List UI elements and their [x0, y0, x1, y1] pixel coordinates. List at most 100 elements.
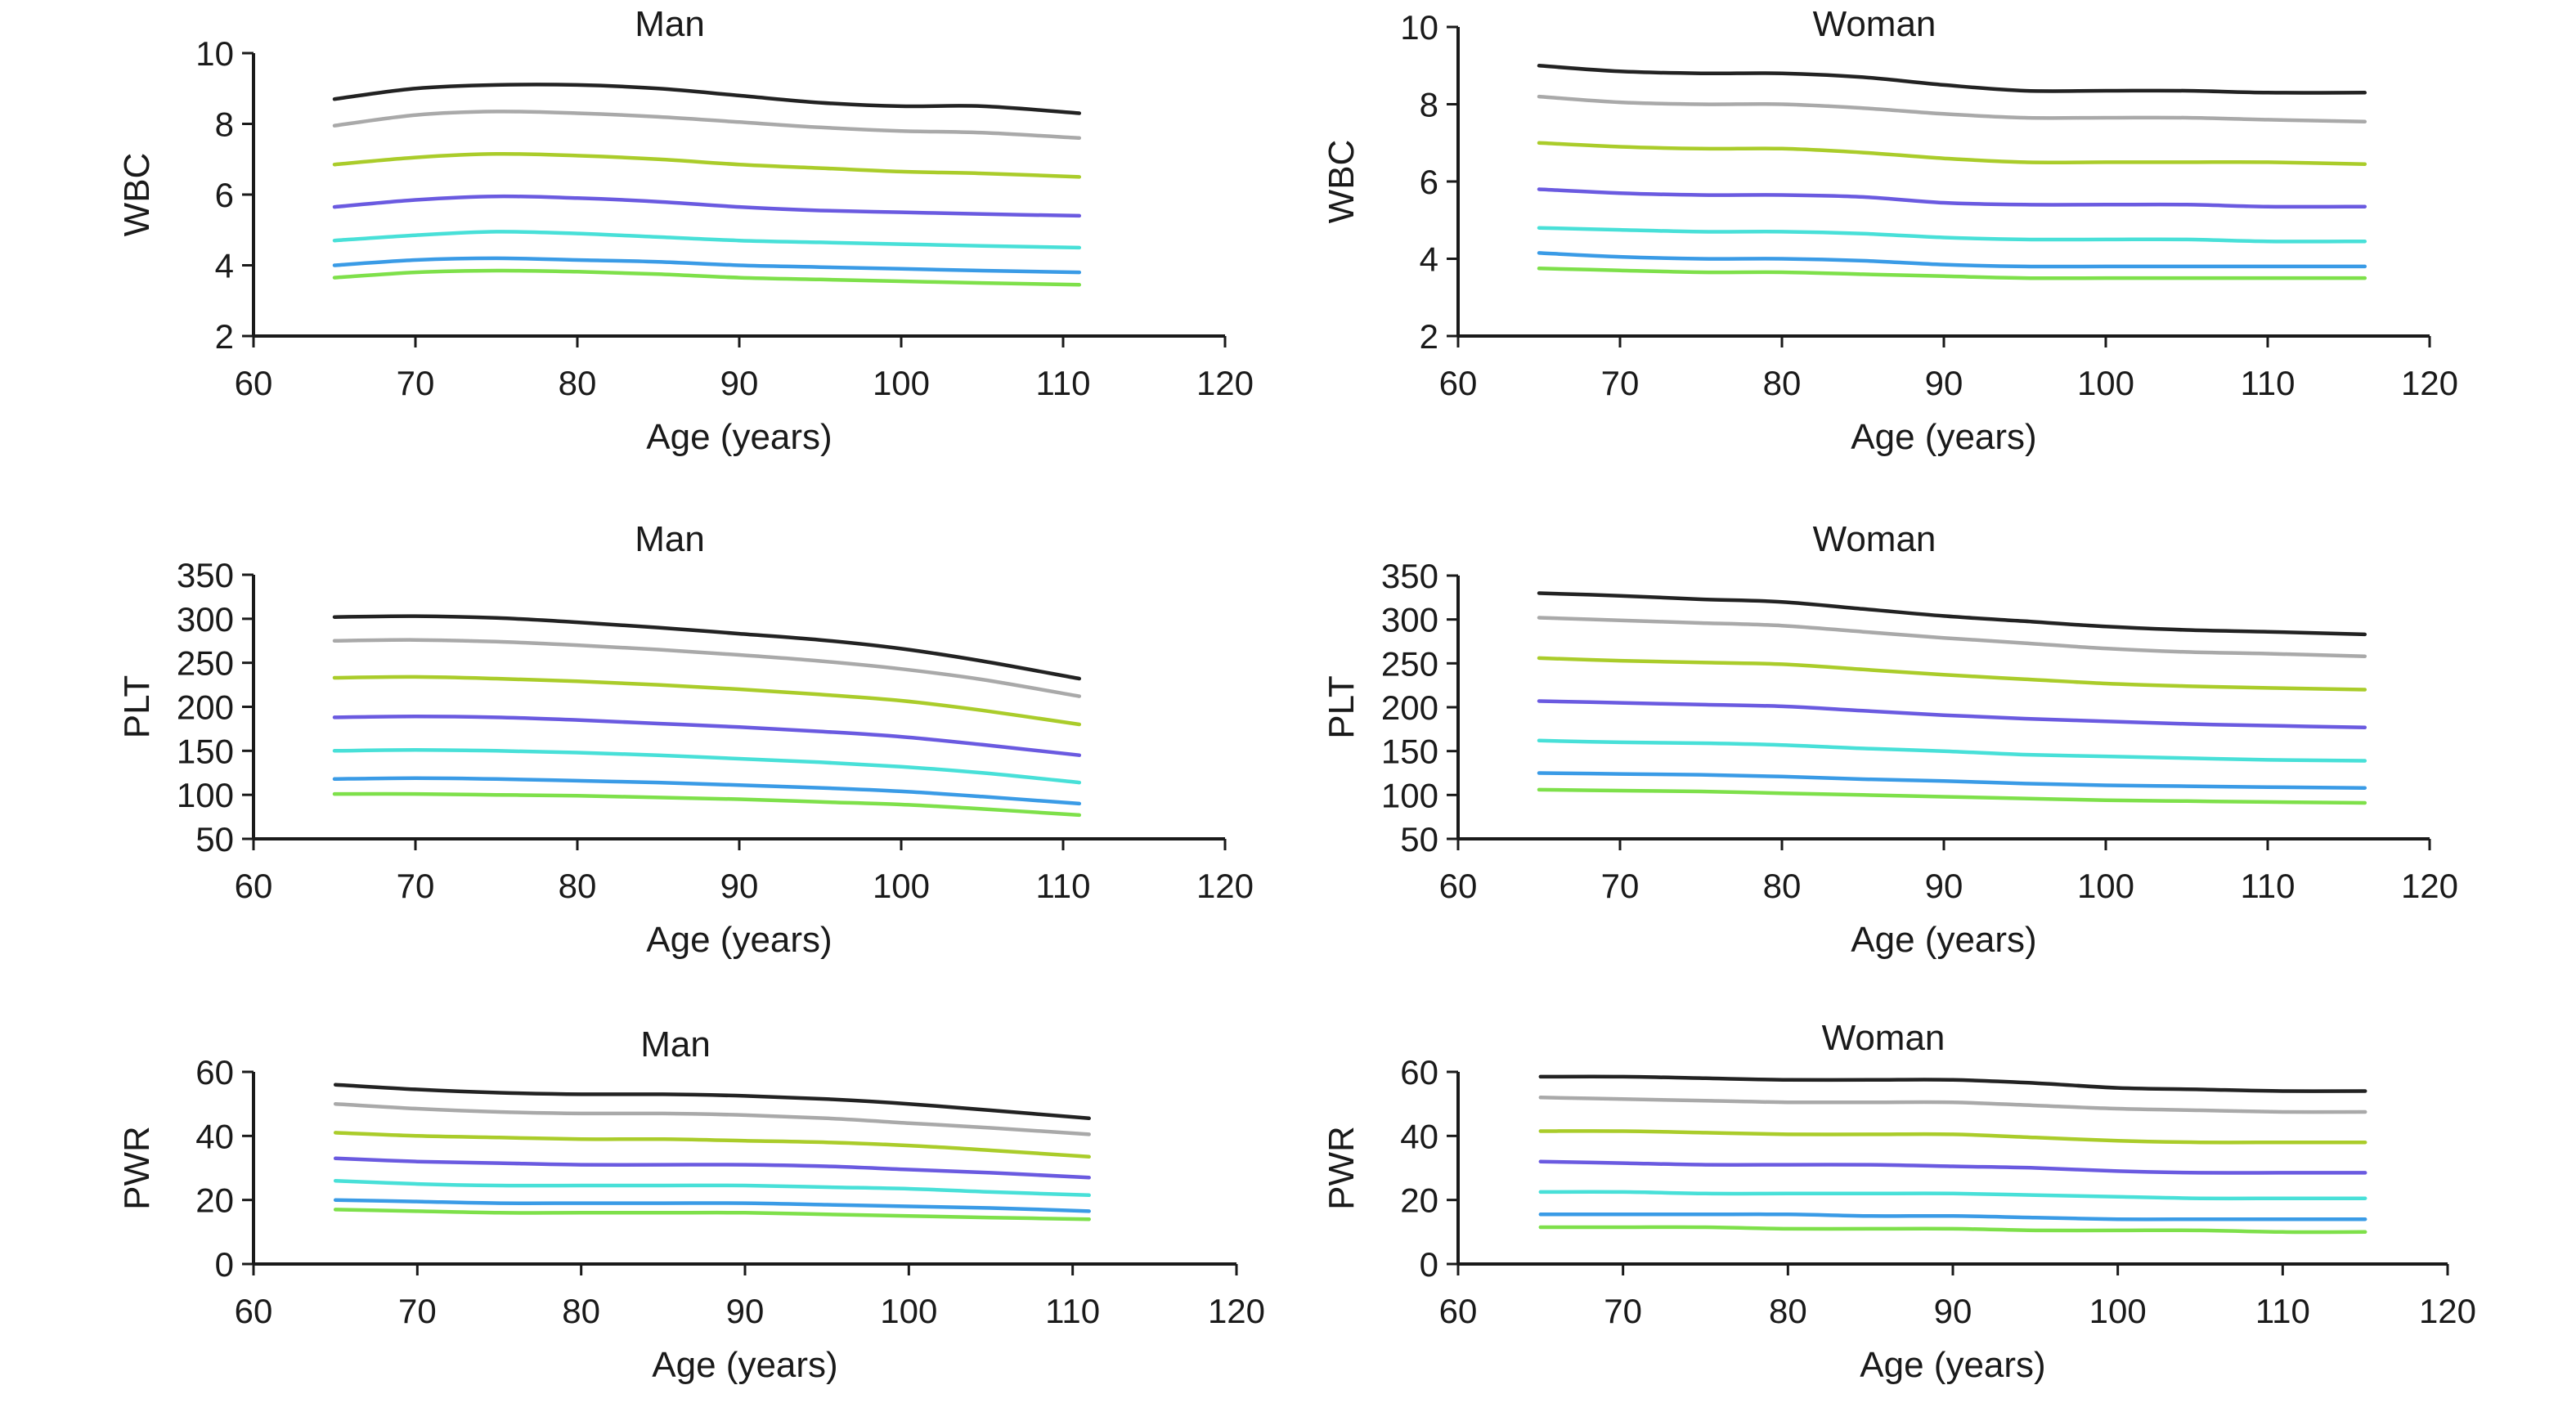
x-tick-label: 80 [559, 867, 597, 905]
series-line-6 [1537, 771, 2367, 790]
chart-panel-3: 60 70 80 90 100 110 120 50 100 150 200 250 300 350 Age… [117, 519, 1254, 960]
y-tick-label: 0 [215, 1245, 234, 1284]
x-tick-label: 90 [726, 1292, 765, 1330]
x-tick-label: 100 [880, 1292, 937, 1330]
chart-panel-5: 60 70 80 90 100 110 120 0 20 40 60 Age (years) PWR Ma… [117, 1024, 1265, 1385]
panel-title: Woman [1813, 4, 1936, 44]
series-line-1 [1537, 591, 2367, 637]
y-tick-label: 150 [1381, 733, 1438, 771]
y-tick-label: 0 [1420, 1245, 1438, 1284]
x-tick-label: 120 [1196, 867, 1254, 905]
x-tick-label: 60 [1439, 867, 1478, 905]
y-tick-label: 10 [195, 34, 234, 73]
panel-title: Woman [1813, 519, 1936, 559]
x-tick-label: 100 [873, 364, 930, 402]
series-line-5 [333, 1178, 1091, 1198]
series-line-3 [332, 151, 1082, 179]
series-line-2 [1537, 94, 2367, 124]
chart-panel-4: 60 70 80 90 100 110 120 50 100 150 200 250 300 350 Age… [1322, 519, 2458, 960]
y-tick-label: 10 [1400, 8, 1438, 47]
x-axis-title: Age (years) [1860, 1345, 2045, 1385]
series-line-1 [332, 614, 1082, 681]
x-tick-label: 90 [1925, 364, 1963, 402]
y-tick-label: 6 [1420, 163, 1438, 201]
series-line-6 [332, 776, 1082, 806]
x-tick-label: 80 [1769, 1292, 1807, 1330]
x-tick-label: 60 [235, 867, 273, 905]
x-tick-label: 80 [559, 364, 597, 402]
x-tick-label: 120 [1196, 364, 1254, 402]
series-line-2 [332, 110, 1082, 141]
series-line-5 [1538, 1190, 2367, 1201]
panel-title: Woman [1822, 1018, 1945, 1058]
y-tick-label: 100 [177, 776, 234, 814]
series-line-3 [332, 675, 1082, 727]
y-tick-label: 50 [1400, 820, 1438, 858]
series-line-6 [332, 256, 1082, 275]
y-axis-title: PLT [117, 675, 157, 738]
x-tick-label: 120 [2401, 364, 2458, 402]
y-tick-label: 4 [215, 247, 234, 285]
series-line-5 [1537, 226, 2367, 244]
y-tick-label: 2 [215, 317, 234, 356]
series-line-7 [1537, 267, 2367, 280]
x-tick-label: 100 [2077, 867, 2134, 905]
x-tick-label: 110 [1036, 364, 1091, 402]
x-tick-label: 110 [2241, 364, 2296, 402]
y-tick-label: 150 [177, 732, 234, 770]
x-tick-label: 100 [2089, 1292, 2147, 1330]
panel-title: Man [640, 1024, 711, 1065]
x-tick-label: 70 [1601, 867, 1640, 905]
series-line-7 [332, 791, 1082, 818]
y-tick-label: 20 [195, 1181, 234, 1220]
series-line-4 [1537, 699, 2367, 729]
x-tick-label: 100 [873, 867, 930, 905]
x-tick-label: 70 [397, 364, 435, 402]
x-tick-label: 110 [1045, 1292, 1100, 1330]
y-tick-label: 8 [1420, 86, 1438, 124]
series-line-1 [333, 1083, 1091, 1121]
x-tick-label: 100 [2077, 364, 2134, 402]
y-axis-title: WBC [117, 153, 157, 237]
y-tick-label: 50 [195, 820, 234, 858]
series-line-2 [1537, 616, 2367, 658]
series-line-1 [1538, 1074, 2367, 1093]
series-line-6 [333, 1198, 1091, 1213]
y-tick-label: 8 [215, 105, 234, 144]
y-tick-label: 20 [1400, 1181, 1438, 1220]
y-tick-label: 2 [1420, 317, 1438, 356]
chart-panel-1: 60 70 80 90 100 110 120 2 4 6 8 10 Age (years) WBC Man [117, 4, 1254, 457]
x-tick-label: 80 [1763, 867, 1802, 905]
y-tick-label: 350 [1381, 557, 1438, 595]
series-line-3 [333, 1131, 1091, 1159]
x-tick-label: 60 [235, 364, 273, 402]
y-tick-label: 300 [1381, 601, 1438, 639]
series-line-4 [332, 194, 1082, 218]
series-line-7 [333, 1208, 1091, 1221]
series-line-7 [1537, 787, 2367, 805]
y-tick-label: 4 [1420, 240, 1438, 279]
series-line-2 [1538, 1096, 2367, 1114]
series-line-6 [1537, 251, 2367, 269]
series-line-4 [332, 715, 1082, 757]
x-axis-title: Age (years) [652, 1345, 837, 1385]
x-tick-label: 80 [562, 1292, 600, 1330]
series-line-3 [1537, 141, 2367, 166]
x-axis-title: Age (years) [1851, 920, 2036, 960]
x-tick-label: 80 [1763, 364, 1802, 402]
series-line-6 [1538, 1212, 2367, 1221]
series-line-4 [333, 1156, 1091, 1180]
series-line-3 [1537, 656, 2367, 692]
x-axis-title: Age (years) [646, 417, 832, 457]
panel-title: Man [635, 519, 705, 559]
y-axis-title: PWR [1322, 1126, 1362, 1210]
series-line-3 [1538, 1129, 2367, 1145]
x-tick-label: 90 [1925, 867, 1963, 905]
y-tick-label: 250 [177, 644, 234, 683]
x-tick-label: 70 [1601, 364, 1640, 402]
series-line-2 [333, 1101, 1091, 1136]
x-axis-title: Age (years) [1851, 417, 2036, 457]
x-tick-label: 120 [2401, 867, 2458, 905]
chart-panel-2: 60 70 80 90 100 110 120 2 4 6 8 10 Age (years) WBC Wom… [1322, 4, 2458, 457]
